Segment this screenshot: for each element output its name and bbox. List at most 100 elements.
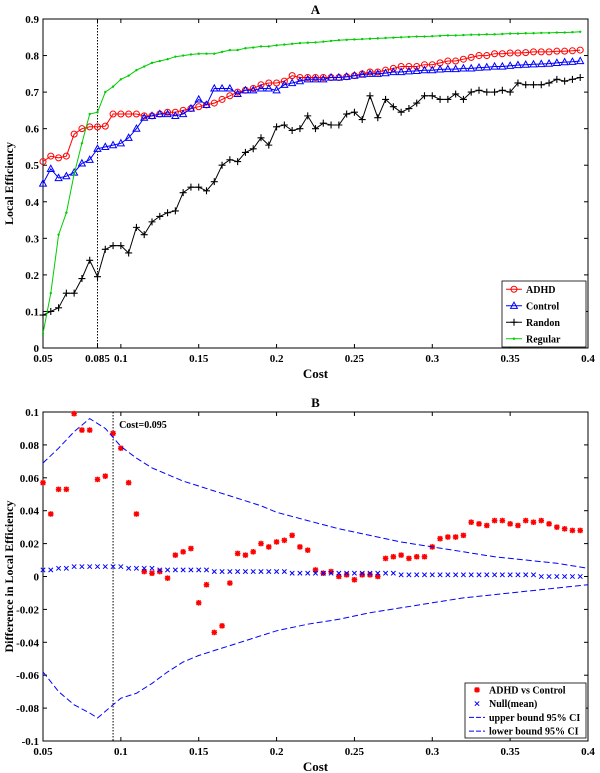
data-point xyxy=(506,49,514,57)
data-point xyxy=(516,32,520,35)
data-point xyxy=(63,565,69,571)
data-point xyxy=(233,89,242,98)
data-point xyxy=(428,92,436,100)
data-point xyxy=(127,74,130,77)
data-point xyxy=(361,37,364,41)
data-point xyxy=(227,569,233,575)
data-point xyxy=(110,564,116,570)
data-point xyxy=(210,178,218,186)
data-point xyxy=(63,486,70,493)
data-point xyxy=(374,573,381,580)
data-point xyxy=(101,245,109,253)
data-point xyxy=(312,73,319,81)
data-point xyxy=(70,289,78,297)
data-point xyxy=(514,79,522,87)
data-point xyxy=(405,105,413,113)
data-point xyxy=(412,66,421,75)
legend-entry: upper bound 95% CI xyxy=(469,713,580,724)
data-point xyxy=(421,92,428,100)
data-point xyxy=(188,545,194,552)
data-point xyxy=(467,53,475,61)
data-point xyxy=(94,564,101,570)
data-point xyxy=(304,112,312,120)
data-point xyxy=(350,108,358,116)
data-point xyxy=(451,64,460,73)
data-point xyxy=(93,144,102,152)
data-point xyxy=(452,90,460,98)
data-point xyxy=(524,32,527,35)
data-point xyxy=(343,572,350,578)
legend-label: upper bound 95% CI xyxy=(489,713,580,724)
data-point xyxy=(225,83,235,92)
legend-marker xyxy=(474,701,480,707)
data-point xyxy=(141,568,148,575)
data-point xyxy=(118,445,124,451)
data-point xyxy=(568,47,576,55)
x-tick-label: 0.25 xyxy=(345,353,365,365)
data-point xyxy=(569,527,576,534)
data-point xyxy=(203,567,210,573)
legend-marker xyxy=(510,285,518,293)
data-point xyxy=(366,92,374,100)
data-point xyxy=(157,567,163,573)
data-point xyxy=(452,534,459,540)
legend-entry: lower bound 95% CI xyxy=(469,727,579,738)
data-point xyxy=(227,580,233,586)
legend: ADHD Control Randon Regular xyxy=(501,280,587,348)
series-adhd-vs-control xyxy=(40,410,584,636)
y-tick-label: 0.6 xyxy=(25,124,39,136)
data-point xyxy=(545,48,553,56)
y-axis-label: Local Efficiency xyxy=(2,142,16,225)
data-point xyxy=(312,570,319,576)
data-point xyxy=(143,65,146,68)
data-point xyxy=(56,565,62,571)
ci-line xyxy=(42,584,589,719)
data-point xyxy=(57,233,60,236)
data-point xyxy=(468,519,475,526)
legend-label: ADHD vs Control xyxy=(489,685,566,696)
data-point xyxy=(577,527,584,534)
y-tick-label: -0.06 xyxy=(16,670,39,682)
data-point xyxy=(178,109,188,118)
data-point xyxy=(575,56,585,65)
data-point xyxy=(452,57,460,65)
data-point xyxy=(248,85,258,94)
data-point xyxy=(537,81,545,89)
data-point xyxy=(140,231,148,239)
data-point xyxy=(298,41,302,45)
data-point xyxy=(109,110,117,118)
y-tick-label: 0.9 xyxy=(25,14,39,26)
legend-marker xyxy=(512,337,516,340)
data-point xyxy=(491,517,498,524)
data-point xyxy=(398,572,404,578)
data-point xyxy=(389,64,397,72)
data-point xyxy=(515,572,521,578)
x-tick-label: 0.35 xyxy=(501,353,521,365)
data-point xyxy=(249,84,257,92)
data-point xyxy=(249,145,257,153)
x-tick-label: 0.05 xyxy=(33,746,53,758)
data-point xyxy=(544,58,554,67)
data-point xyxy=(546,521,552,527)
data-point xyxy=(108,140,118,149)
data-point xyxy=(187,183,195,191)
chart-title: A xyxy=(311,2,321,17)
data-point xyxy=(530,48,537,56)
y-tick-label: 0.8 xyxy=(25,51,39,63)
data-point xyxy=(538,573,544,580)
data-point xyxy=(327,121,335,129)
data-point xyxy=(79,427,85,433)
y-tick-label: 0.2 xyxy=(25,270,39,282)
data-point xyxy=(530,572,537,578)
data-point xyxy=(256,83,266,92)
data-point xyxy=(546,573,552,580)
data-point xyxy=(264,83,274,92)
legend-entry: Control xyxy=(506,301,559,312)
data-point xyxy=(342,72,351,80)
legend-marker xyxy=(509,301,519,309)
data-point xyxy=(116,138,126,147)
data-point xyxy=(126,565,132,571)
y-tick-label: 0.4 xyxy=(25,197,39,209)
data-point xyxy=(459,95,467,103)
data-point xyxy=(513,60,523,69)
